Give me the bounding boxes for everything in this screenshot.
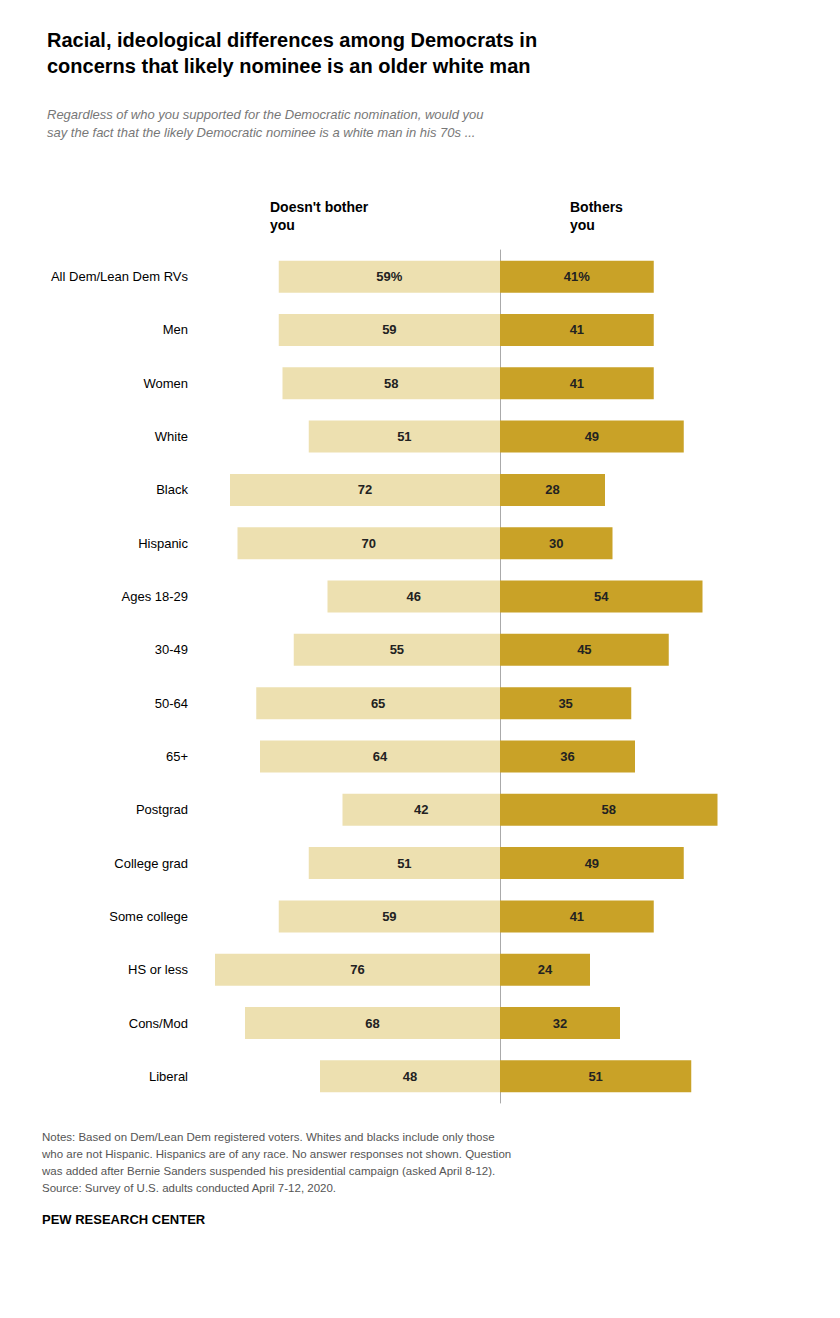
svg-text:PEW RESEARCH CENTER: PEW RESEARCH CENTER	[42, 1212, 206, 1227]
svg-text:28: 28	[545, 482, 559, 497]
svg-text:46: 46	[407, 589, 421, 604]
svg-text:Doesn't bother: Doesn't bother	[270, 199, 369, 215]
svg-text:32: 32	[553, 1016, 567, 1031]
svg-text:Hispanic: Hispanic	[138, 536, 188, 551]
svg-text:58: 58	[602, 802, 616, 817]
svg-text:HS or less: HS or less	[128, 962, 188, 977]
svg-text:51: 51	[588, 1069, 602, 1084]
svg-text:Some college: Some college	[109, 909, 188, 924]
svg-text:30: 30	[549, 536, 563, 551]
svg-text:51: 51	[397, 856, 411, 871]
svg-text:Ages 18-29: Ages 18-29	[122, 589, 189, 604]
svg-text:Men: Men	[163, 322, 188, 337]
svg-text:51: 51	[397, 429, 411, 444]
svg-text:58: 58	[384, 376, 398, 391]
svg-text:Black: Black	[156, 482, 188, 497]
svg-text:41: 41	[570, 322, 584, 337]
svg-text:48: 48	[403, 1069, 417, 1084]
svg-text:Racial, ideological difference: Racial, ideological differences among De…	[47, 29, 537, 51]
svg-text:35: 35	[558, 696, 572, 711]
svg-text:65+: 65+	[166, 749, 188, 764]
svg-text:41: 41	[570, 376, 584, 391]
svg-text:Liberal: Liberal	[149, 1069, 188, 1084]
svg-text:Regardless of who you supporte: Regardless of who you supported for the …	[47, 107, 483, 122]
svg-text:concerns that likely nominee i: concerns that likely nominee is an older…	[47, 55, 530, 77]
svg-text:30-49: 30-49	[155, 642, 188, 657]
svg-text:Notes: Based on Dem/Lean Dem r: Notes: Based on Dem/Lean Dem registered …	[42, 1131, 495, 1143]
svg-text:All Dem/Lean Dem RVs: All Dem/Lean Dem RVs	[51, 269, 189, 284]
svg-text:72: 72	[358, 482, 372, 497]
svg-text:Source: Survey of U.S. adults: Source: Survey of U.S. adults conducted …	[42, 1182, 336, 1194]
svg-text:70: 70	[362, 536, 376, 551]
svg-text:49: 49	[585, 429, 599, 444]
svg-text:59: 59	[382, 322, 396, 337]
svg-text:24: 24	[538, 962, 553, 977]
svg-text:49: 49	[585, 856, 599, 871]
svg-text:68: 68	[365, 1016, 379, 1031]
svg-text:you: you	[570, 217, 595, 233]
svg-text:41: 41	[570, 909, 584, 924]
svg-text:you: you	[270, 217, 295, 233]
svg-text:54: 54	[594, 589, 609, 604]
svg-text:was added after Bernie Sanders: was added after Bernie Sanders suspended…	[41, 1165, 495, 1177]
svg-text:Cons/Mod: Cons/Mod	[129, 1016, 188, 1031]
svg-text:65: 65	[371, 696, 385, 711]
svg-text:76: 76	[350, 962, 364, 977]
svg-text:Bothers: Bothers	[570, 199, 623, 215]
svg-text:who are not Hispanic. Hispanic: who are not Hispanic. Hispanics are of a…	[41, 1148, 511, 1160]
svg-text:41%: 41%	[564, 269, 590, 284]
svg-text:Postgrad: Postgrad	[136, 802, 188, 817]
svg-text:Women: Women	[143, 376, 188, 391]
svg-text:say the fact that the likely D: say the fact that the likely Democratic …	[47, 125, 475, 140]
svg-text:64: 64	[373, 749, 388, 764]
svg-text:45: 45	[577, 642, 591, 657]
svg-text:55: 55	[390, 642, 404, 657]
svg-text:College grad: College grad	[114, 856, 188, 871]
svg-text:36: 36	[560, 749, 574, 764]
svg-text:50-64: 50-64	[155, 696, 188, 711]
svg-text:White: White	[155, 429, 188, 444]
svg-text:42: 42	[414, 802, 428, 817]
svg-text:59%: 59%	[376, 269, 402, 284]
svg-text:59: 59	[382, 909, 396, 924]
